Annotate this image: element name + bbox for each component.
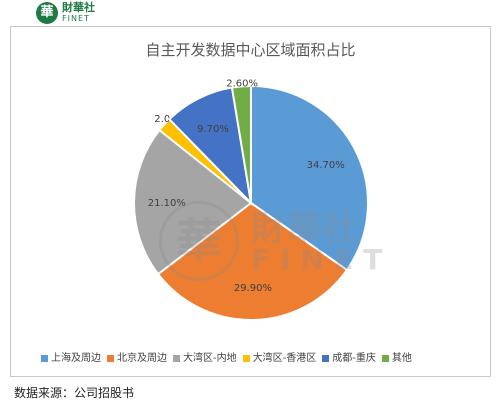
legend-label-1: 上海及周边	[51, 353, 101, 364]
legend-label-3: 大湾区-内地	[183, 353, 237, 364]
pie-slice-6	[230, 84, 252, 204]
legend-item-3: 大湾区-内地	[173, 349, 237, 364]
pie-label-3: 21.10%	[148, 198, 186, 209]
watermark-badge-icon: 華	[159, 201, 239, 281]
legend-swatch-5	[322, 354, 330, 362]
chart-frame: 自主开发数据中心区域面积占比 34.70%29.90%21.10%2.00%9.…	[10, 26, 491, 377]
brand-badge-icon: 華	[36, 2, 58, 24]
watermark-english: FINET	[251, 243, 393, 276]
pie-chart: 34.70%29.90%21.10%2.00%9.70%2.60%	[133, 78, 369, 321]
legend-label-2: 北京及周边	[117, 353, 167, 364]
brand-english: FINET	[62, 14, 90, 23]
legend-item-2: 北京及周边	[107, 349, 167, 364]
source-note: 数据来源：公司招股书	[14, 386, 135, 400]
pie-label-1: 34.70%	[307, 160, 345, 171]
chart-title: 自主开发数据中心区域面积占比	[145, 41, 356, 59]
legend-label-5: 成都-重庆	[332, 353, 376, 364]
pie-slice-1	[250, 84, 369, 272]
legend-swatch-6	[381, 354, 389, 362]
legend-swatch-1	[41, 354, 48, 362]
legend-swatch-3	[173, 354, 180, 362]
legend-item-4: 大湾区-香港区	[242, 349, 317, 364]
watermark: 華 財華社 FINET	[159, 199, 399, 281]
legend-item-5: 成都-重庆	[322, 349, 376, 364]
pie-label-5: 9.70%	[197, 124, 229, 135]
legend-swatch-4	[242, 354, 250, 362]
watermark-name: 財華社	[251, 209, 359, 249]
legend-item-1: 上海及周边	[41, 349, 101, 364]
pie-slice-2	[156, 201, 349, 321]
legend-item-6: 其他	[381, 349, 412, 364]
pie-label-2: 29.90%	[234, 283, 272, 294]
pie-label-6: 2.60%	[226, 78, 258, 89]
brand-logo: 華 財華社 FINET	[36, 2, 116, 24]
brand-name: 財華社	[62, 1, 95, 14]
legend-label-6: 其他	[391, 353, 412, 364]
chart-legend: 上海及周边 北京及周边 大湾区-内地 大湾区-香港区 成都-重庆 其他	[41, 349, 481, 364]
legend-label-4: 大湾区-香港区	[252, 353, 317, 364]
legend-swatch-2	[107, 354, 114, 362]
